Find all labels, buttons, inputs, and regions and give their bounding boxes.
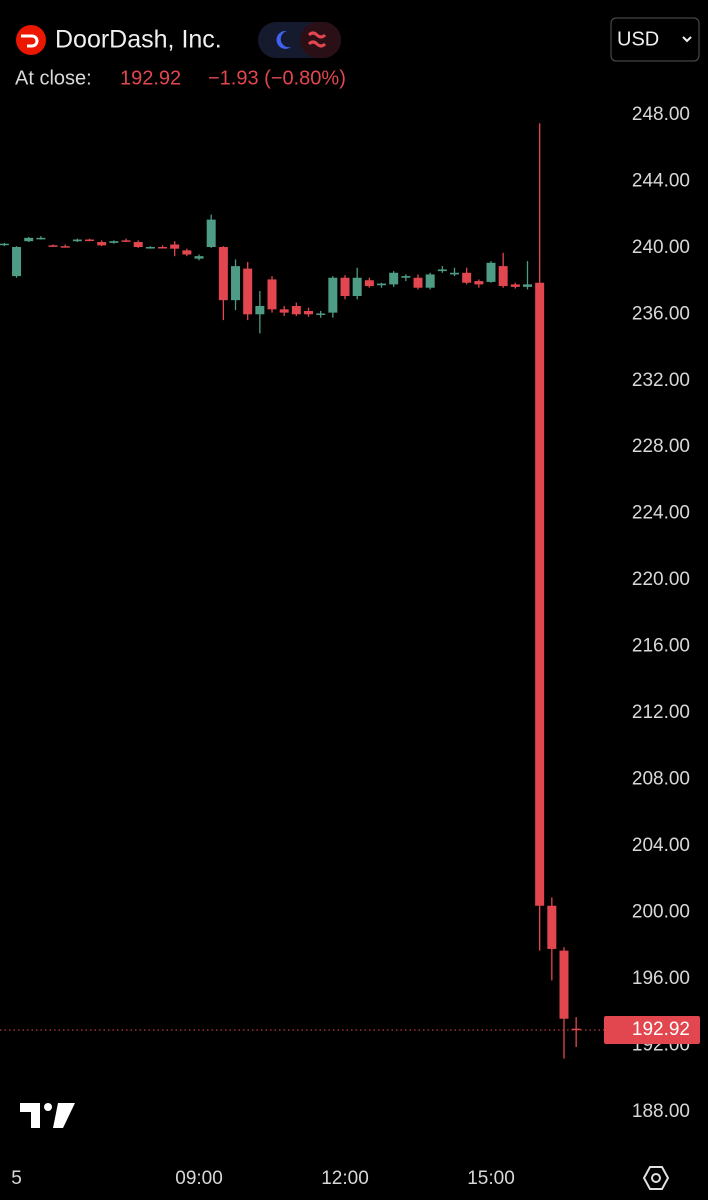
candle-body bbox=[60, 246, 70, 248]
wave-icon bbox=[307, 31, 327, 48]
candle-body bbox=[425, 274, 435, 288]
candle-body bbox=[364, 280, 374, 287]
candle-body bbox=[535, 282, 545, 906]
candle-body bbox=[267, 279, 277, 310]
y-tick-label: 204.00 bbox=[632, 835, 690, 856]
x-tick-label: 09:00 bbox=[175, 1168, 223, 1189]
y-tick-label: 236.00 bbox=[632, 303, 690, 324]
candle-body bbox=[48, 245, 58, 247]
moon-icon bbox=[276, 30, 291, 49]
candle-body bbox=[72, 239, 82, 242]
last-price-tag bbox=[604, 1016, 700, 1045]
tradingview-logo bbox=[20, 1103, 75, 1128]
candle-body bbox=[462, 272, 472, 283]
candle-body bbox=[510, 284, 520, 287]
candle-body bbox=[97, 242, 107, 246]
candle-body bbox=[12, 247, 22, 277]
currency-button[interactable] bbox=[610, 17, 700, 62]
candle-body bbox=[158, 247, 168, 249]
candle-body bbox=[450, 272, 460, 275]
candle-body bbox=[170, 244, 180, 249]
y-tick-label: 188.00 bbox=[632, 1101, 690, 1122]
currency: USD bbox=[617, 28, 659, 50]
candle-body bbox=[304, 310, 314, 315]
y-tick-label: 240.00 bbox=[632, 237, 690, 258]
change: −1.93 (−0.80%) bbox=[208, 67, 346, 89]
candle-body bbox=[133, 242, 143, 248]
candle-body bbox=[182, 250, 192, 255]
candle-body bbox=[340, 277, 350, 297]
candle-body bbox=[389, 272, 399, 285]
candle-body bbox=[85, 239, 95, 242]
last-price-label: 192.92 bbox=[632, 1019, 690, 1040]
candle-body bbox=[522, 284, 532, 287]
candle-body bbox=[243, 268, 253, 315]
candle-body bbox=[401, 276, 411, 278]
y-tick-label: 248.00 bbox=[632, 104, 690, 125]
at-close-label: At close: bbox=[15, 67, 92, 89]
candle-body bbox=[474, 281, 484, 285]
candle-body bbox=[571, 1028, 581, 1031]
candle-body bbox=[255, 305, 265, 315]
dropdown-arrow bbox=[682, 36, 692, 43]
y-tick-label: 232.00 bbox=[632, 370, 690, 391]
candle-body bbox=[559, 950, 569, 1019]
candle-body bbox=[437, 269, 447, 272]
y-tick-label: 196.00 bbox=[632, 968, 690, 989]
candle-body bbox=[194, 256, 204, 259]
candle-body bbox=[218, 247, 228, 301]
candle-body bbox=[316, 313, 326, 315]
candle-body bbox=[328, 277, 338, 313]
x-tick-label: 12:00 bbox=[321, 1168, 369, 1189]
candle-body bbox=[279, 309, 289, 313]
candle-body bbox=[206, 219, 216, 248]
candle-body bbox=[547, 905, 557, 949]
candle-body bbox=[486, 262, 496, 282]
candle-body bbox=[231, 266, 241, 301]
y-tick-label: 220.00 bbox=[632, 569, 690, 590]
candle-body bbox=[377, 283, 387, 286]
candle-body bbox=[109, 241, 119, 243]
candle-body bbox=[352, 277, 362, 297]
candle-body bbox=[0, 243, 9, 246]
x-tick-label: 15:00 bbox=[467, 1168, 515, 1189]
company-logo bbox=[16, 25, 46, 55]
y-tick-label: 216.00 bbox=[632, 636, 690, 657]
close-price: 192.92 bbox=[120, 67, 181, 89]
candle-body bbox=[413, 277, 423, 288]
y-tick-label: 212.00 bbox=[632, 702, 690, 723]
y-tick-label: 228.00 bbox=[632, 436, 690, 457]
y-tick-label: 208.00 bbox=[632, 768, 690, 789]
logo-mark bbox=[21, 34, 39, 48]
y-tick-label: 224.00 bbox=[632, 503, 690, 524]
y-tick-label: 200.00 bbox=[632, 901, 690, 922]
candle-body bbox=[291, 305, 301, 315]
candle-body bbox=[498, 266, 508, 287]
candle-body bbox=[121, 240, 131, 242]
badge-extended bbox=[300, 22, 341, 58]
candle-body bbox=[24, 237, 34, 242]
y-tick-label: 244.00 bbox=[632, 170, 690, 191]
candle-body bbox=[36, 237, 46, 240]
settings-icon[interactable] bbox=[642, 1166, 670, 1190]
x-tick-label: 5 bbox=[11, 1168, 22, 1189]
candle-body bbox=[145, 247, 155, 249]
company-name: DoorDash, Inc. bbox=[55, 26, 222, 54]
